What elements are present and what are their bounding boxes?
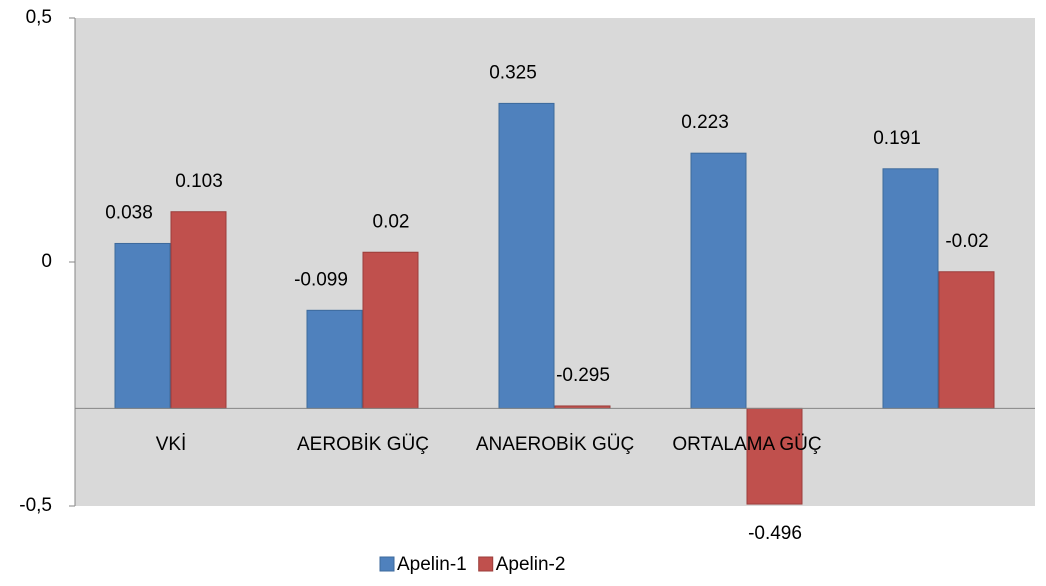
y-tick-label: 0,5 — [26, 7, 52, 28]
x-tick-label: ANAEROBİK GÜÇ — [476, 434, 634, 455]
data-label: 0.038 — [105, 202, 153, 223]
data-label: 0.02 — [373, 211, 410, 232]
bar — [306, 309, 363, 409]
legend-swatch — [379, 556, 395, 572]
x-tick-label: AEROBİK GÜÇ — [297, 434, 429, 455]
data-label: 0.103 — [175, 171, 223, 192]
bar — [498, 102, 555, 409]
bar — [938, 271, 995, 409]
bar — [690, 152, 747, 409]
data-label: -0.099 — [294, 269, 348, 290]
y-tick-label: -0,5 — [19, 495, 52, 516]
bar — [114, 242, 171, 409]
data-label: -0.295 — [556, 365, 610, 386]
x-tick-label: ORTALAMA GÜÇ — [672, 434, 821, 455]
legend-label: Apelin-2 — [496, 554, 566, 575]
bar — [882, 168, 939, 409]
legend-swatch — [478, 556, 494, 572]
bar — [362, 251, 419, 409]
x-tick-label: VKİ — [156, 434, 187, 455]
data-label: -0.02 — [945, 231, 988, 252]
data-label: 0.325 — [489, 62, 537, 83]
legend-label: Apelin-1 — [397, 554, 467, 575]
plot-area — [75, 18, 1035, 506]
data-label: -0.496 — [748, 523, 802, 544]
y-tick-label: 0 — [41, 251, 52, 272]
bar — [170, 211, 227, 409]
data-label: 0.191 — [873, 128, 921, 149]
bar — [746, 407, 803, 505]
data-label: 0.223 — [681, 112, 729, 133]
